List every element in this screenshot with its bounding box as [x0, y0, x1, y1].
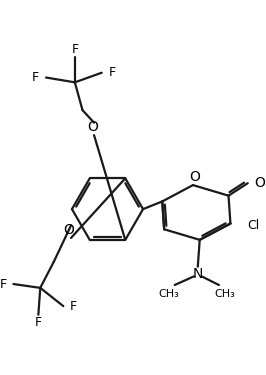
Text: CH₃: CH₃	[159, 289, 179, 298]
Text: CH₃: CH₃	[214, 289, 235, 298]
Text: F: F	[109, 66, 116, 79]
Text: F: F	[70, 300, 77, 313]
Text: F: F	[32, 71, 39, 84]
Text: F: F	[0, 278, 7, 291]
Text: N: N	[193, 267, 203, 281]
Text: F: F	[71, 43, 78, 56]
Text: Cl: Cl	[248, 219, 260, 232]
Text: O: O	[255, 176, 265, 190]
Text: O: O	[189, 170, 200, 184]
Text: O: O	[64, 223, 74, 237]
Text: F: F	[35, 316, 42, 329]
Text: O: O	[88, 120, 98, 135]
